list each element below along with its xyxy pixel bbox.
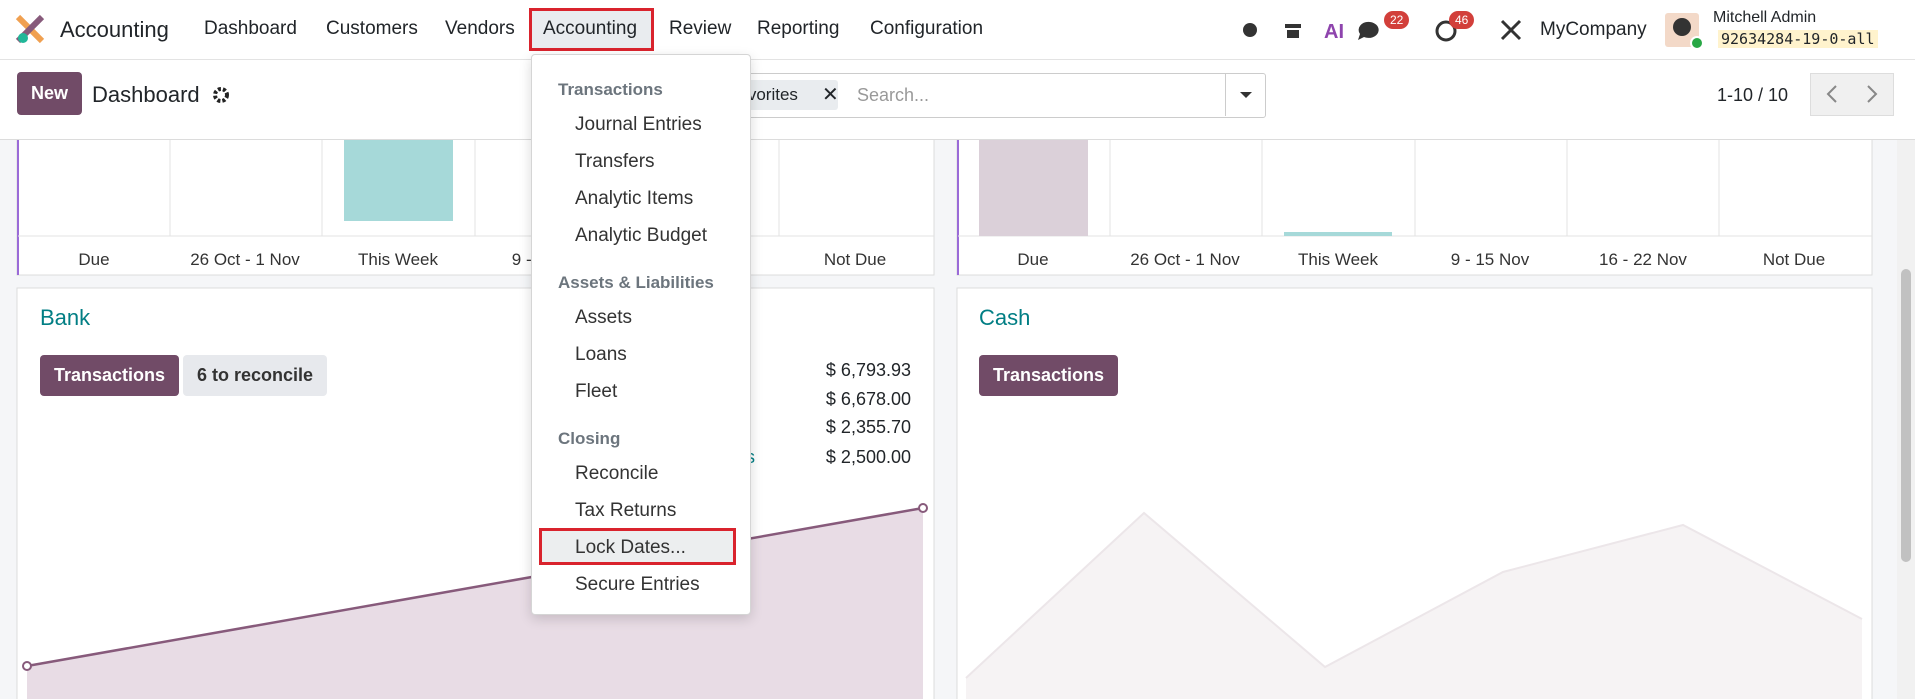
dropdown-item[interactable]: Analytic Items (575, 188, 694, 209)
settings-icon[interactable] (1498, 17, 1524, 43)
bar-label: Not Due (1762, 250, 1826, 269)
dropdown-item[interactable]: Tax Returns (575, 500, 677, 521)
dropdown-item[interactable]: Assets (575, 307, 633, 328)
scrollbar[interactable] (1897, 140, 1915, 699)
bank-row-amount: $ 6,678.00 (825, 389, 911, 409)
bank-row-amount: $ 2,500.00 (825, 447, 911, 467)
dropdown-header: Assets & Liabilities (558, 273, 714, 292)
accounting-dropdown (531, 54, 751, 615)
dropdown-header: Closing (558, 429, 621, 448)
gear-icon[interactable] (212, 86, 230, 104)
bank-row-amount: $ 2,355.70 (825, 417, 911, 437)
dropdown-item[interactable]: Secure Entries (575, 574, 700, 595)
user-name[interactable]: Mitchell Admin (1713, 9, 1817, 26)
bank-title[interactable]: Bank (40, 305, 91, 330)
bar-label: 26 Oct - 1 Nov (190, 250, 300, 269)
bar-label: This Week (358, 250, 438, 269)
highlight-box (529, 8, 654, 51)
app-name[interactable]: Accounting (60, 17, 169, 42)
menu-item[interactable]: Accounting (543, 18, 638, 39)
bar-label: Due (1017, 250, 1049, 269)
bar-label: Not Due (823, 250, 887, 269)
dashboard-graphics (16, 140, 1873, 699)
user-avatar[interactable] (1665, 13, 1703, 49)
database-name: 92634284-19-0-all (1718, 30, 1878, 48)
bar-label: This Week (1298, 250, 1378, 269)
bar-label: 9 - 15 Nov (1450, 250, 1530, 269)
breadcrumb: Dashboard (92, 82, 200, 107)
menu-item[interactable]: Vendors (445, 18, 515, 39)
cash-title[interactable]: Cash (979, 305, 1031, 330)
pager: 1-10 / 10 (1717, 85, 1789, 105)
dropdown-item[interactable]: Transfers (575, 151, 655, 172)
bar-label: Due (78, 250, 110, 269)
dropdown-header: Transactions (558, 80, 663, 99)
menu-item[interactable]: Configuration (870, 18, 984, 39)
bar-label: 26 Oct - 1 Nov (1130, 250, 1240, 269)
search-input[interactable]: Search... (857, 85, 930, 105)
menu-item[interactable]: Dashboard (204, 18, 297, 39)
cash-button[interactable]: Transactions (979, 355, 1119, 396)
bank-button[interactable]: Transactions (40, 355, 180, 396)
app-logo[interactable] (15, 14, 45, 44)
dropdown-item[interactable]: Reconcile (575, 463, 659, 484)
messages-badge[interactable]: 22 (1384, 11, 1410, 29)
control-panel: New Dashboard Favorites ✕ Search... 1-10… (0, 60, 1915, 140)
menu-item[interactable]: Reporting (757, 18, 840, 39)
bank-button[interactable]: 6 to reconcile (183, 355, 328, 396)
dropdown-item[interactable]: Analytic Budget (575, 225, 708, 246)
svg-text:AI: AI (1324, 21, 1344, 43)
dropdown-item[interactable]: Journal Entries (575, 114, 702, 135)
bar-label: 16 - 22 Nov (1599, 250, 1687, 269)
new-button[interactable]: New (17, 72, 83, 115)
bank-row-amount: $ 6,793.93 (825, 360, 911, 380)
systray-icons[interactable]: AI (1238, 16, 1468, 44)
dropdown-item[interactable]: Lock Dates... (575, 537, 686, 558)
activities-badge[interactable]: 46 (1449, 11, 1475, 29)
menu-item[interactable]: Review (669, 18, 732, 39)
facet-remove[interactable]: ✕ (822, 84, 839, 106)
company-switcher[interactable]: MyCompany (1540, 19, 1647, 40)
menu-item[interactable]: Customers (326, 18, 418, 39)
search-toggle[interactable] (1225, 73, 1265, 116)
dropdown-item[interactable]: Loans (575, 344, 627, 365)
navbar: Accounting Dashboard Customers Vendors Acco… (0, 0, 1915, 60)
highlight-box (539, 528, 736, 565)
dropdown-item[interactable]: Fleet (575, 381, 618, 402)
pager-buttons[interactable] (1810, 73, 1894, 116)
